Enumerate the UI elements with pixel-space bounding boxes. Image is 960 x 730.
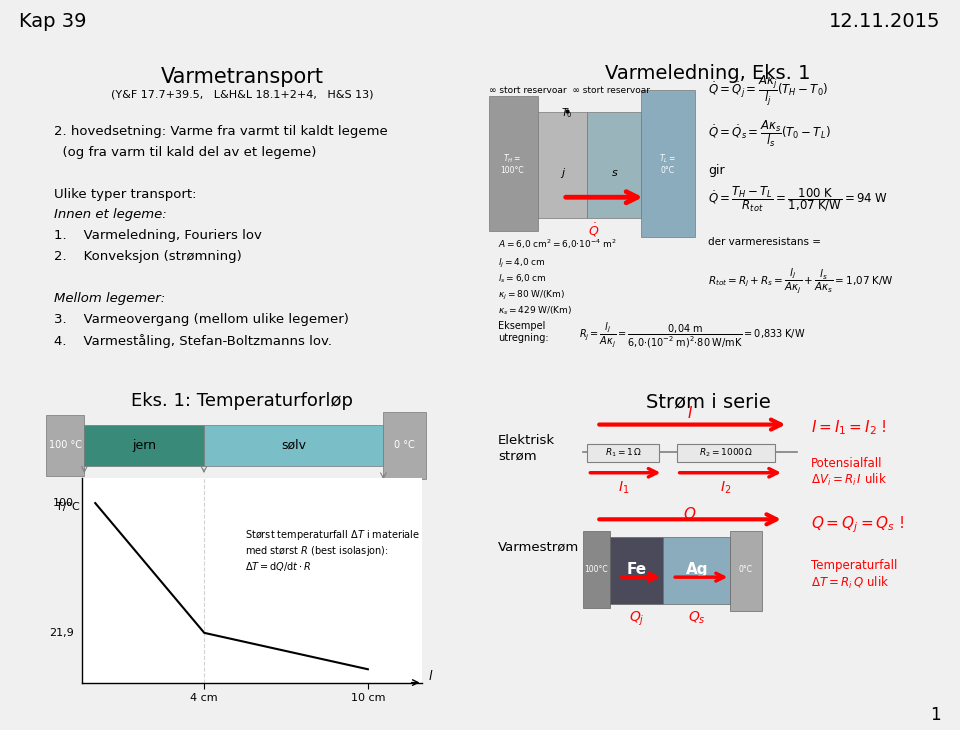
FancyBboxPatch shape <box>204 425 383 466</box>
Text: $\dot{Q}=\dot{Q}_s=\dfrac{A\kappa_s}{l_s}(T_0-T_L)$: $\dot{Q}=\dot{Q}_s=\dfrac{A\kappa_s}{l_s… <box>708 118 830 150</box>
FancyBboxPatch shape <box>383 412 426 479</box>
Text: Strøm i serie: Strøm i serie <box>646 393 770 412</box>
Text: 12.11.2015: 12.11.2015 <box>829 12 941 31</box>
Text: 3.    Varmeovergang (mellom ulike legemer): 3. Varmeovergang (mellom ulike legemer) <box>55 313 349 326</box>
Text: Varmestrøm: Varmestrøm <box>498 540 580 553</box>
Text: $Q_s$: $Q_s$ <box>688 610 706 626</box>
Text: 21,9: 21,9 <box>49 628 73 638</box>
Text: Temperaturfall
$\Delta T = R_i\, Q$ ulik: Temperaturfall $\Delta T = R_i\, Q$ ulik <box>810 559 897 591</box>
Text: 0°C: 0°C <box>739 564 753 574</box>
Text: s: s <box>612 168 617 178</box>
Text: 0 °C: 0 °C <box>383 489 404 499</box>
Text: $T_0$: $T_0$ <box>562 106 573 120</box>
Text: $\kappa_j = 80\;\mathrm{W/(Km)}$: $\kappa_j = 80\;\mathrm{W/(Km)}$ <box>498 289 565 302</box>
Text: $Q_j$: $Q_j$ <box>629 610 644 628</box>
Text: 100 °C: 100 °C <box>49 440 82 450</box>
Text: $I_2$: $I_2$ <box>720 479 732 496</box>
Text: 21,9 °C: 21,9 °C <box>204 483 240 492</box>
Text: $R_1 = 1\,\Omega$: $R_1 = 1\,\Omega$ <box>605 447 642 459</box>
Text: Eks. 1: Temperaturforløp: Eks. 1: Temperaturforløp <box>132 393 353 410</box>
Text: 2.    Konveksjon (strømning): 2. Konveksjon (strømning) <box>55 250 242 264</box>
FancyBboxPatch shape <box>583 531 610 607</box>
Text: $Q=Q_j=Q_s\;!$: $Q=Q_j=Q_s\;!$ <box>810 515 903 535</box>
Text: $l$: $l$ <box>428 669 433 683</box>
Text: 1: 1 <box>930 707 941 724</box>
Text: $I_1$: $I_1$ <box>617 479 629 496</box>
Text: $R_{tot}=R_j+R_s=\dfrac{l_j}{A\kappa_j}+\dfrac{l_s}{A\kappa_s}=1{,}07\;\mathrm{K: $R_{tot}=R_j+R_s=\dfrac{l_j}{A\kappa_j}+… <box>708 266 894 295</box>
Text: T/°C: T/°C <box>57 502 80 512</box>
Text: Kap 39: Kap 39 <box>19 12 86 31</box>
Text: $Q$: $Q$ <box>684 505 697 523</box>
FancyBboxPatch shape <box>610 537 663 604</box>
Text: 4.    Varmeståling, Stefan-Boltzmanns lov.: 4. Varmeståling, Stefan-Boltzmanns lov. <box>55 334 332 347</box>
FancyBboxPatch shape <box>663 537 731 604</box>
FancyBboxPatch shape <box>588 444 659 461</box>
Text: Varmeledning, Eks. 1: Varmeledning, Eks. 1 <box>605 64 811 83</box>
FancyBboxPatch shape <box>588 112 641 218</box>
Text: 0 °C: 0 °C <box>395 440 415 450</box>
Text: Elektrisk
strøm: Elektrisk strøm <box>498 434 555 462</box>
FancyBboxPatch shape <box>641 90 695 237</box>
Text: jern: jern <box>132 439 156 452</box>
Text: der varmeresistans =: der varmeresistans = <box>708 237 821 247</box>
Text: Ulike typer transport:: Ulike typer transport: <box>55 188 197 201</box>
Text: (Y&F 17.7+39.5,   L&H&L 18.1+2+4,   H&S 13): (Y&F 17.7+39.5, L&H&L 18.1+2+4, H&S 13) <box>111 90 373 99</box>
Text: $\kappa_s = 429\;\mathrm{W/(Km)}$: $\kappa_s = 429\;\mathrm{W/(Km)}$ <box>498 305 572 318</box>
Text: Innen et legeme:: Innen et legeme: <box>55 209 167 221</box>
Text: $l_s = 6{,}0\;\mathrm{cm}$: $l_s = 6{,}0\;\mathrm{cm}$ <box>498 273 547 285</box>
Text: $\dot{Q}=\dfrac{T_H-T_L}{R_{tot}}=\dfrac{100\;\mathrm{K}}{1{,}07\;\mathrm{K/W}}=: $\dot{Q}=\dfrac{T_H-T_L}{R_{tot}}=\dfrac… <box>708 185 888 215</box>
Text: $I = I_1 = I_2\;!$: $I = I_1 = I_2\;!$ <box>810 418 886 437</box>
Text: $A = 6{,}0\;\mathrm{cm}^2 = 6{,}0{\cdot}10^{-4}\;\mathrm{m}^2$: $A = 6{,}0\;\mathrm{cm}^2 = 6{,}0{\cdot}… <box>498 237 616 251</box>
Text: 100°C: 100°C <box>585 564 609 574</box>
Text: $l_j = 4{,}0\;\mathrm{cm}$: $l_j = 4{,}0\;\mathrm{cm}$ <box>498 257 545 270</box>
Text: Størst temperaturfall $\Delta T$ i materiale
med størst $R$ (best isolasjon):
$\: Størst temperaturfall $\Delta T$ i mater… <box>245 528 420 573</box>
Text: j: j <box>562 168 564 178</box>
Text: ∞ stort reservoar  ∞ stort reservoar: ∞ stort reservoar ∞ stort reservoar <box>490 86 650 96</box>
Text: $\dot{Q}=\dot{Q}_j=\dfrac{A\kappa_j}{l_j}(T_H-T_0)$: $\dot{Q}=\dot{Q}_j=\dfrac{A\kappa_j}{l_j… <box>708 74 828 109</box>
Text: 2. hovedsetning: Varme fra varmt til kaldt legeme: 2. hovedsetning: Varme fra varmt til kal… <box>55 125 388 138</box>
Text: $I$: $I$ <box>687 405 693 421</box>
Text: $T_L =$
0°C: $T_L =$ 0°C <box>660 152 676 175</box>
FancyBboxPatch shape <box>84 425 204 466</box>
FancyBboxPatch shape <box>731 531 761 611</box>
FancyBboxPatch shape <box>539 112 588 218</box>
Text: 100: 100 <box>53 498 73 508</box>
Text: Varmetransport: Varmetransport <box>161 67 324 87</box>
Text: $T_H =$
100°C: $T_H =$ 100°C <box>500 152 523 175</box>
Text: Fe: Fe <box>627 561 647 577</box>
Text: 100 °C: 100 °C <box>84 483 117 492</box>
Text: sølv: sølv <box>281 439 306 452</box>
Text: $\dot{Q}$: $\dot{Q}$ <box>588 221 600 239</box>
Text: gir: gir <box>708 164 725 177</box>
Text: Potensialfall
$\Delta V_i = R_i\, I$ ulik: Potensialfall $\Delta V_i = R_i\, I$ uli… <box>810 457 887 488</box>
Text: (og fra varm til kald del av et legeme): (og fra varm til kald del av et legeme) <box>55 146 317 159</box>
FancyBboxPatch shape <box>677 444 775 461</box>
Text: Eksempel
utregning:: Eksempel utregning: <box>498 321 549 342</box>
Text: 1.    Varmeledning, Fouriers lov: 1. Varmeledning, Fouriers lov <box>55 229 262 242</box>
FancyBboxPatch shape <box>490 96 539 231</box>
Text: $R_2 = 1000\,\Omega$: $R_2 = 1000\,\Omega$ <box>699 447 753 459</box>
FancyBboxPatch shape <box>46 415 84 476</box>
Text: $R_j=\dfrac{l_j}{A\kappa_j}=\dfrac{0{,}04\;\mathrm{m}}{6{,}0{\cdot}(10^{-2}\;\ma: $R_j=\dfrac{l_j}{A\kappa_j}=\dfrac{0{,}0… <box>579 321 804 350</box>
Text: Mellom legemer:: Mellom legemer: <box>55 292 166 305</box>
Text: Ag: Ag <box>685 561 708 577</box>
